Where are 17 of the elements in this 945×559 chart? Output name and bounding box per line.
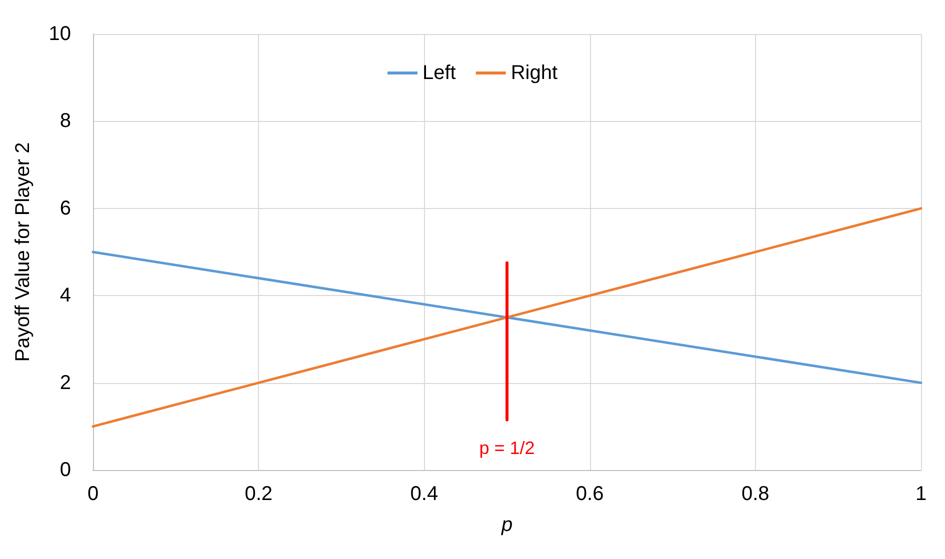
x-tick-label: 0.2 xyxy=(244,483,273,505)
x-tick-label: 0.4 xyxy=(410,483,438,505)
annotation: p = 1/2 xyxy=(479,438,535,458)
x-tick-label: 1 xyxy=(915,483,927,505)
x-axis-title: p xyxy=(500,514,513,536)
y-tick-label: 10 xyxy=(48,23,71,45)
y-tick-label: 2 xyxy=(60,372,71,394)
legend-label: Right xyxy=(510,62,558,84)
y-axis-title: Payoff Value for Player 2 xyxy=(12,142,34,362)
y-tick-label: 8 xyxy=(60,110,71,132)
x-tick-label: 0 xyxy=(87,483,99,505)
legend-label: Left xyxy=(422,62,456,84)
x-tick-label: 0.8 xyxy=(741,483,770,505)
y-tick-label: 4 xyxy=(60,284,71,307)
y-tick-label: 0 xyxy=(60,459,71,481)
x-tick-label: 0.6 xyxy=(576,483,604,505)
y-tick-label: 6 xyxy=(60,197,71,220)
